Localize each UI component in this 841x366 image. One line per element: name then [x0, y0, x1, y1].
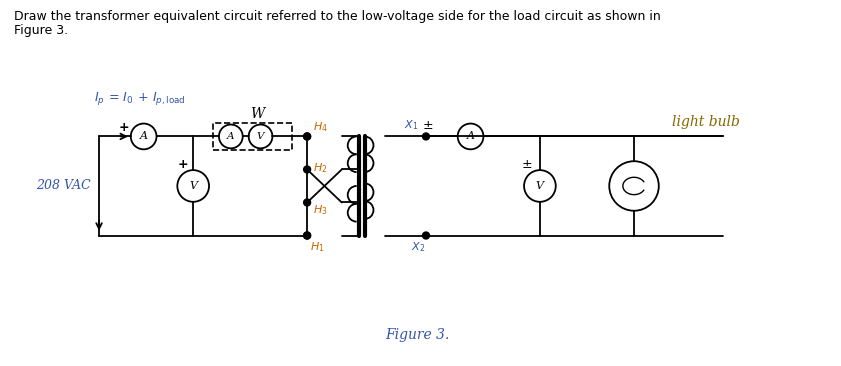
Text: W: W: [251, 107, 265, 121]
Text: A: A: [227, 132, 235, 141]
Text: +: +: [178, 158, 188, 171]
Text: $H_4$: $H_4$: [313, 121, 328, 134]
Text: $H_1$: $H_1$: [310, 240, 325, 254]
Circle shape: [304, 232, 310, 239]
Circle shape: [304, 133, 310, 140]
Text: Figure 3.: Figure 3.: [385, 328, 449, 341]
Text: V: V: [536, 181, 544, 191]
Circle shape: [304, 166, 310, 173]
Text: V: V: [257, 132, 264, 141]
Text: Draw the transformer equivalent circuit referred to the low-voltage side for the: Draw the transformer equivalent circuit …: [13, 10, 661, 23]
Text: $X_2$: $X_2$: [411, 240, 426, 254]
Text: $H_3$: $H_3$: [313, 203, 328, 217]
Bar: [213, 123, 292, 150]
Text: ±: ±: [423, 119, 433, 132]
Text: V: V: [189, 181, 197, 191]
Text: $I_p\,=\,I_0\,+\,I_{p,\mathrm{load}}$: $I_p\,=\,I_0\,+\,I_{p,\mathrm{load}}$: [94, 90, 186, 107]
Text: $X_1$: $X_1$: [404, 119, 418, 132]
Text: 208 VAC: 208 VAC: [36, 179, 91, 193]
Circle shape: [422, 232, 430, 239]
Circle shape: [304, 199, 310, 206]
Text: Figure 3.: Figure 3.: [13, 23, 68, 37]
Text: +: +: [119, 121, 130, 134]
Circle shape: [304, 133, 310, 140]
Circle shape: [304, 232, 310, 239]
Text: $H_2$: $H_2$: [313, 161, 327, 175]
Text: ±: ±: [521, 158, 532, 171]
Text: light bulb: light bulb: [672, 115, 739, 128]
Circle shape: [422, 133, 430, 140]
Text: A: A: [140, 131, 148, 141]
Text: A: A: [467, 131, 474, 141]
